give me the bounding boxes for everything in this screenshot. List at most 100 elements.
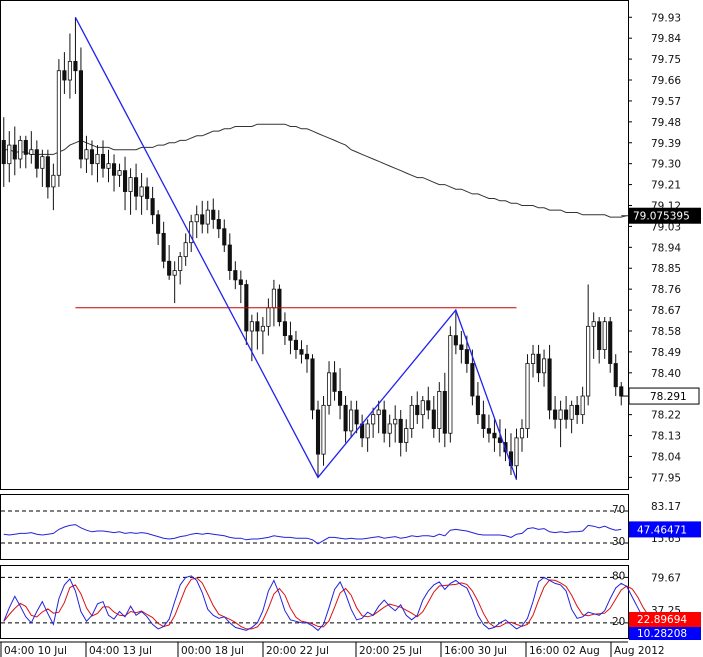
bearish-candle: [222, 228, 227, 246]
stochastic-main-value-label: 22.89694: [637, 614, 687, 626]
stochastic-level-label: 20: [612, 616, 625, 628]
bullish-candle: [558, 409, 563, 420]
bearish-candle: [459, 344, 464, 350]
bearish-candle: [575, 404, 580, 416]
price-tick-label: 77.95: [651, 472, 681, 484]
bearish-candle: [293, 339, 299, 350]
price-panel-frame: [0, 0, 629, 490]
bearish-candle: [134, 177, 139, 197]
bullish-candle: [591, 321, 596, 327]
bearish-candle: [277, 288, 282, 323]
rsi-level-label: 30: [612, 536, 625, 548]
bearish-candle: [464, 349, 469, 364]
bearish-candle: [492, 432, 497, 439]
price-tick-label: 78.85: [651, 263, 681, 275]
bearish-candle: [12, 144, 17, 160]
bullish-candle: [519, 428, 525, 439]
bearish-candle: [62, 70, 67, 81]
bearish-candle: [216, 219, 221, 230]
price-tick-label: 79.39: [651, 138, 681, 150]
price-tick-label: 79.03: [651, 221, 681, 233]
bullish-candle: [128, 177, 133, 192]
bearish-candle: [156, 214, 161, 234]
bearish-candle: [453, 335, 458, 346]
x-tick-label: 00:00 18 Jul: [181, 645, 244, 657]
bullish-candle: [409, 404, 414, 429]
bearish-candle: [150, 198, 155, 216]
last-price-badge: [628, 387, 700, 405]
stochastic-signal-badge: [629, 627, 701, 640]
bullish-candle: [51, 174, 56, 188]
bullish-candle: [542, 358, 547, 374]
bullish-candle: [139, 186, 144, 197]
bearish-candle: [536, 353, 541, 374]
bullish-candle: [420, 400, 425, 416]
bearish-candle: [211, 209, 216, 220]
bearish-candle: [73, 61, 78, 72]
bearish-candle: [34, 149, 39, 169]
rsi-value-badge: [629, 521, 701, 538]
bearish-candle: [442, 390, 447, 434]
bullish-candle: [84, 149, 89, 160]
bullish-candle: [326, 372, 332, 406]
stochastic-signal-line: [3, 577, 650, 630]
bullish-candle: [525, 363, 530, 429]
bearish-candle: [255, 321, 260, 332]
bearish-candle: [564, 409, 569, 420]
price-panel: 79.93 79.84 79.75 79.66 79.57 79.48 79.39 79.30…: [0, 0, 701, 490]
price-tick-label: 79.30: [651, 159, 681, 171]
price-tick-label: 78.04: [651, 451, 681, 463]
bullish-candle: [376, 409, 381, 416]
bearish-candle: [23, 140, 28, 155]
zigzag-pattern-line: [74, 16, 518, 480]
time-x-axis: 04:00 10 Jul 04:00 13 Jul 00:00 18 Jul 20:0…: [0, 641, 665, 657]
stochastic-panel-frame: [0, 565, 629, 639]
bullish-candle: [365, 423, 370, 439]
bearish-candle: [338, 390, 343, 406]
bullish-candle: [172, 270, 177, 276]
price-tick-label: 78.94: [651, 242, 681, 254]
bullish-candle: [95, 153, 100, 165]
bullish-candle: [106, 163, 111, 169]
bearish-candle: [547, 358, 552, 411]
candles-layer: [1, 17, 624, 480]
bearish-candle: [227, 244, 232, 271]
bearish-candle: [238, 279, 243, 285]
bearish-candle: [310, 358, 315, 411]
bearish-candle: [415, 404, 420, 416]
x-tick-label: 16:00 02 Aug: [529, 645, 600, 657]
price-tick-label: 79.66: [651, 75, 681, 87]
bullish-candle: [56, 70, 61, 176]
bearish-candle: [597, 321, 602, 350]
rsi-top-tick-label: 83.17: [651, 501, 681, 513]
price-tick-label: 78.49: [651, 347, 681, 359]
bearish-candle: [619, 386, 624, 397]
bullish-candle: [321, 404, 326, 455]
pattern-overlay-layer: [74, 16, 518, 480]
bearish-candle: [382, 409, 387, 434]
stochastic-main-badge: [629, 612, 701, 627]
rsi-value-label: 47.46471: [637, 524, 687, 536]
price-tick-label: 79.84: [651, 33, 681, 45]
bullish-candle: [371, 414, 376, 425]
bearish-candle: [299, 349, 304, 355]
bullish-candle: [189, 221, 194, 244]
moving-average-badge: [629, 207, 701, 224]
bullish-candle: [7, 144, 12, 165]
bearish-candle: [315, 409, 321, 455]
bullish-candle: [205, 209, 210, 225]
bearish-candle: [145, 186, 150, 199]
bearish-candle: [122, 170, 128, 192]
bullish-candle: [266, 307, 271, 327]
bullish-candle: [40, 156, 45, 169]
bullish-candle: [117, 170, 122, 176]
bearish-candle: [481, 414, 486, 429]
bullish-candle: [249, 321, 254, 332]
bullish-candle: [349, 409, 354, 432]
bearish-candle: [45, 156, 50, 188]
bearish-candle: [398, 418, 403, 443]
